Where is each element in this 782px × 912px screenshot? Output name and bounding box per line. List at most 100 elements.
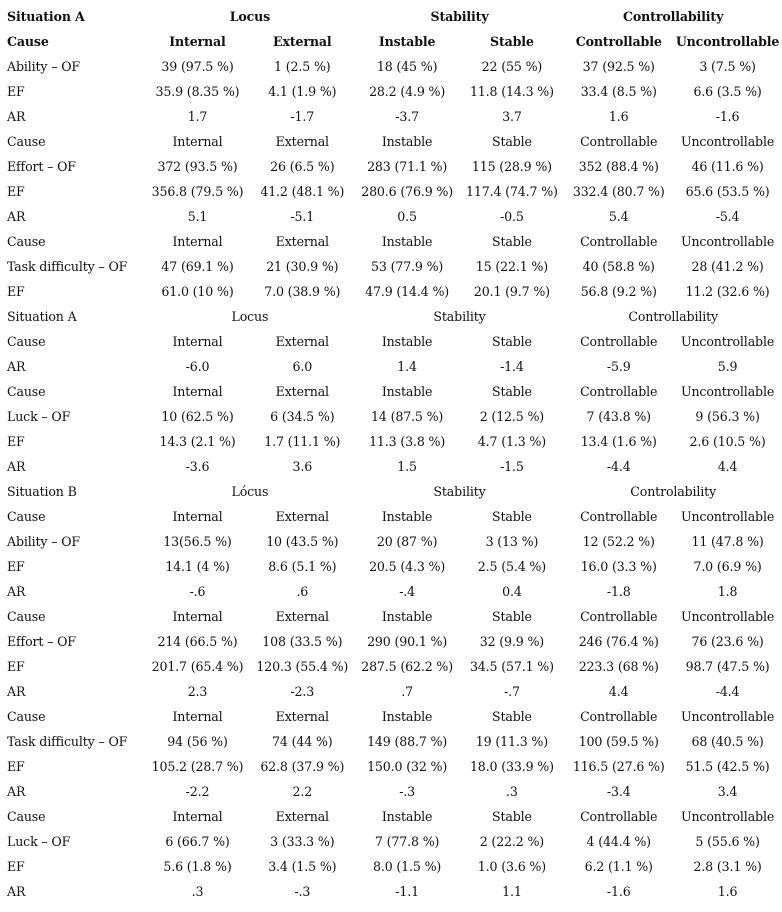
table-cell: -4.4 <box>606 459 631 474</box>
table-cell: 28 (41.2 %) <box>691 259 764 274</box>
table-cell: 246 (76.4 %) <box>578 634 659 649</box>
table-cell: 13.4 (1.6 %) <box>580 434 657 449</box>
group-header: Stability <box>433 484 486 499</box>
table-cell: Internal <box>172 809 223 824</box>
row-label: AR <box>7 459 26 474</box>
table-cell: 117.4 (74.7 %) <box>466 184 558 199</box>
table-cell: 40 (58.8 %) <box>582 259 655 274</box>
table-cell: Internal <box>169 34 226 49</box>
row-label: Cause <box>7 234 46 249</box>
table-cell: 14.3 (2.1 %) <box>159 434 236 449</box>
table-cell: Controllable <box>580 509 658 524</box>
table-cell: -2.3 <box>290 684 315 699</box>
table-cell: 2.6 (10.5 %) <box>689 434 766 449</box>
table-cell: External <box>275 609 329 624</box>
table-cell: Internal <box>172 384 223 399</box>
row-label: Cause <box>7 509 46 524</box>
table-cell: 4.4 <box>717 459 738 474</box>
table-cell: 150.0 (32 %) <box>367 759 448 774</box>
table-row: Luck – OF 6 (66.7 %) 3 (33.3 %) 7 (77.8 %) 2… <box>0 829 782 854</box>
table-cell: Controllable <box>580 809 658 824</box>
table-cell: Controllable <box>580 334 658 349</box>
table-cell: 34.5 (57.1 %) <box>469 659 554 674</box>
row-label: Luck – OF <box>7 409 71 424</box>
row-label: EF <box>7 184 25 199</box>
table-cell: 4.1 (1.9 %) <box>268 84 337 99</box>
table-cell: 8.0 (1.5 %) <box>372 859 442 874</box>
table-cell: 6 (66.7 %) <box>165 834 230 849</box>
table-row: AR -6.0 6.0 1.4 -1.4 -5.9 5.9 <box>0 354 782 379</box>
row-label: Cause <box>7 609 46 624</box>
table-cell: 120.3 (55.4 %) <box>256 659 349 674</box>
table-cell: -1.8 <box>606 584 631 599</box>
table-cell: 356.8 (79.5 %) <box>151 184 244 199</box>
table-row: EF 356.8 (79.5 %) 41.2 (48.1 %) 280.6 (76.9… <box>0 179 782 204</box>
table-row: EF 5.6 (1.8 %) 3.4 (1.5 %) 8.0 (1.5 %) 1.0 (… <box>0 854 782 879</box>
row-label: Situation A <box>7 9 85 24</box>
table-cell: 1.1 <box>502 884 522 899</box>
table-cell: Uncontrollable <box>681 234 775 249</box>
table-row: Effort – OF 214 (66.5 %) 108 (33.5 %) 290 (… <box>0 629 782 654</box>
table-cell: 46 (11.6 %) <box>691 159 764 174</box>
table-cell: 53 (77.9 %) <box>370 259 444 274</box>
group-header: Controllability <box>623 9 724 24</box>
table-cell: 21 (30.9 %) <box>266 259 339 274</box>
table-cell: 61.0 (10 %) <box>161 284 234 299</box>
table-cell: 7.0 (38.9 %) <box>264 284 341 299</box>
table-cell: External <box>275 234 329 249</box>
table-cell: 20.5 (4.3 %) <box>369 559 446 574</box>
table-cell: 98.7 (47.5 %) <box>685 659 770 674</box>
table-cell: 20 (87 %) <box>376 534 438 549</box>
table-cell: Internal <box>172 134 223 149</box>
table-cell: 35.9 (8.35 %) <box>155 84 240 99</box>
table-row: AR -2.2 2.2 -.3 .3 -3.4 3.4 <box>0 779 782 804</box>
row-label: EF <box>7 84 25 99</box>
table-row: Cause Internal External Instable Stable Contr… <box>0 229 782 254</box>
table-row: Task difficulty – OF 47 (69.1 %) 21 (30.9 … <box>0 254 782 279</box>
table-cell: 47.9 (14.4 %) <box>365 284 450 299</box>
table-cell: 223.3 (68 %) <box>578 659 659 674</box>
table-row: EF 14.1 (4 %) 8.6 (5.1 %) 20.5 (4.3 %) 2.5 (… <box>0 554 782 579</box>
table-cell: Uncontrollable <box>675 34 780 49</box>
table-cell: Internal <box>172 709 223 724</box>
table-cell: 1.8 <box>717 584 738 599</box>
table-cell: Instable <box>378 34 436 49</box>
table-row: EF 61.0 (10 %) 7.0 (38.9 %) 47.9 (14.4 %) 20… <box>0 279 782 304</box>
table-row: Ability – OF 39 (97.5 %) 1 (2.5 %) 18 (45 %… <box>0 54 782 79</box>
table-cell: 20.1 (9.7 %) <box>473 284 550 299</box>
table-cell: 100 (59.5 %) <box>578 734 659 749</box>
table-cell: 1.4 <box>397 359 417 374</box>
table-cell: 32 (9.9 %) <box>479 634 545 649</box>
table-row: EF 201.7 (65.4 %) 120.3 (55.4 %) 287.5 (62.… <box>0 654 782 679</box>
table-cell: External <box>275 509 329 524</box>
row-label: Situation A <box>7 309 77 324</box>
group-header: Stability <box>430 9 489 24</box>
table-row: Cause Internal External Instable Stable Contr… <box>0 29 782 54</box>
table-row: Cause Internal External Instable Stable Contr… <box>0 504 782 529</box>
table-row: Cause Internal External Instable Stable Contr… <box>0 704 782 729</box>
table-cell: 3.7 <box>502 109 522 124</box>
table-cell: .7 <box>401 684 413 699</box>
table-cell: 19 (11.3 %) <box>475 734 549 749</box>
table-cell: Internal <box>172 234 223 249</box>
table-row: EF 105.2 (28.7 %) 62.8 (37.9 %) 150.0 (32 %… <box>0 754 782 779</box>
table-row: AR 5.1 -5.1 0.5 -0.5 5.4 -5.4 <box>0 204 782 229</box>
table-cell: 10 (43.5 %) <box>266 534 339 549</box>
row-label: Task difficulty – OF <box>7 259 128 274</box>
table-cell: .3 <box>191 884 204 899</box>
row-label: EF <box>7 284 25 299</box>
table-row: Ability – OF 13(56.5 %) 10 (43.5 %) 20 (87 … <box>0 529 782 554</box>
table-row: Situation A Locus Stability Controllability <box>0 304 782 329</box>
group-header: Lócus <box>231 484 269 499</box>
table-cell: 3.4 (1.5 %) <box>268 859 337 874</box>
table-cell: 3 (33.3 %) <box>270 834 335 849</box>
row-label: AR <box>7 784 26 799</box>
row-label: Cause <box>7 384 46 399</box>
table-cell: Internal <box>172 334 223 349</box>
row-label: EF <box>7 559 25 574</box>
table-cell: -3.7 <box>395 109 419 124</box>
table-cell: -1.7 <box>290 109 315 124</box>
table-cell: 7 (43.8 %) <box>586 409 652 424</box>
table-cell: Controllable <box>580 709 658 724</box>
table-cell: Instable <box>381 509 433 524</box>
